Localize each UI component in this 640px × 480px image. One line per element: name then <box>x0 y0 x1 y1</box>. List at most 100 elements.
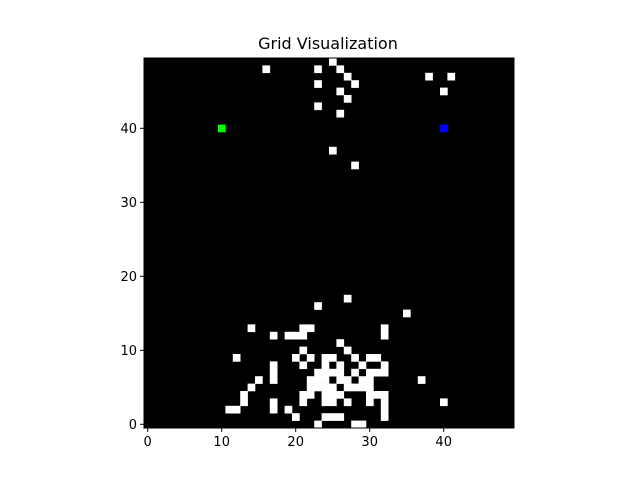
obstacle-cell <box>358 383 367 392</box>
obstacle-cell <box>336 87 345 96</box>
obstacle-cell <box>351 368 359 377</box>
obstacle-cell <box>329 368 337 377</box>
obstacle-cell <box>292 413 300 421</box>
x-tick-label: 20 <box>287 435 304 450</box>
obstacle-cell <box>314 65 322 74</box>
obstacle-cell <box>240 391 248 399</box>
obstacle-cell <box>314 383 322 392</box>
obstacle-cell <box>343 72 352 81</box>
obstacle-cell <box>269 331 278 340</box>
obstacle-cell <box>240 398 248 407</box>
obstacle-cell <box>343 383 352 392</box>
chart-title: Grid Visualization <box>258 34 398 53</box>
y-tick-label: 20 <box>120 270 137 285</box>
x-tick-label: 10 <box>213 435 230 450</box>
obstacle-cell <box>366 391 374 399</box>
y-axis: 0 10 20 30 40 <box>120 122 144 433</box>
obstacle-cell <box>417 376 426 384</box>
obstacle-cell <box>343 95 352 103</box>
obstacle-cell <box>321 361 330 370</box>
obstacle-cell <box>299 331 308 340</box>
obstacle-cell <box>447 72 456 81</box>
obstacle-cell <box>306 383 315 392</box>
obstacle-cell <box>269 398 278 407</box>
obstacle-cell <box>269 405 278 414</box>
obstacle-cell <box>232 354 241 362</box>
obstacle-cell <box>329 391 337 399</box>
obstacle-cell <box>321 383 330 392</box>
obstacle-cell <box>351 383 359 392</box>
obstacle-cell <box>343 398 352 407</box>
obstacle-cell <box>321 413 330 421</box>
y-tick-label: 0 <box>129 418 137 433</box>
obstacle-cell <box>284 405 293 414</box>
obstacle-cell <box>336 391 345 399</box>
obstacle-cell <box>351 354 359 362</box>
x-tick-label: 0 <box>144 435 152 450</box>
obstacle-cell <box>321 368 330 377</box>
obstacle-cell <box>380 331 389 340</box>
obstacle-cell <box>366 368 374 377</box>
obstacle-cell <box>299 324 308 333</box>
obstacle-cell <box>358 420 367 429</box>
plot-area <box>143 57 515 429</box>
obstacle-cell <box>351 161 359 170</box>
obstacle-cell <box>269 376 278 384</box>
obstacle-cell <box>329 398 337 407</box>
obstacle-cell <box>373 354 382 362</box>
obstacle-cell <box>232 405 241 414</box>
x-axis: 0 10 20 30 40 <box>144 428 452 450</box>
obstacle-cell <box>336 361 345 370</box>
plot-frame <box>143 57 515 429</box>
start-cell <box>218 124 226 133</box>
obstacle-cell <box>366 398 374 407</box>
obstacle-cell <box>321 354 330 362</box>
obstacle-cell <box>329 383 337 392</box>
y-tick-label: 30 <box>120 196 137 211</box>
obstacle-cell <box>343 294 352 303</box>
obstacle-cell <box>247 383 256 392</box>
obstacle-cell <box>269 361 278 370</box>
obstacle-cell <box>314 376 322 384</box>
obstacle-cell <box>336 109 345 118</box>
obstacle-cell <box>329 58 337 66</box>
obstacle-cell <box>366 383 374 392</box>
x-tick-label: 40 <box>435 435 452 450</box>
obstacle-cell <box>292 331 300 340</box>
obstacle-cell <box>314 102 322 111</box>
obstacle-cell <box>306 354 315 362</box>
obstacle-cell <box>366 354 374 362</box>
obstacle-cell <box>262 65 271 74</box>
obstacle-cell <box>380 324 389 333</box>
obstacle-cell <box>380 368 389 377</box>
obstacle-cell <box>299 346 308 355</box>
obstacle-cell <box>225 405 234 414</box>
obstacle-cell <box>380 398 389 407</box>
obstacle-cell <box>366 376 374 384</box>
obstacle-cell <box>329 354 337 362</box>
obstacle-cell <box>321 376 330 384</box>
obstacle-cell <box>336 65 345 74</box>
obstacle-cell <box>380 391 389 399</box>
obstacle-cell <box>299 398 308 407</box>
obstacle-cell <box>403 309 411 318</box>
obstacle-cell <box>247 324 256 333</box>
obstacle-cell <box>351 80 359 88</box>
obstacle-cell <box>336 368 345 377</box>
obstacle-cell <box>255 376 263 384</box>
obstacle-cell <box>314 420 322 429</box>
obstacle-cell <box>440 398 448 407</box>
obstacle-cell <box>299 391 308 399</box>
y-tick-label: 10 <box>120 344 137 359</box>
obstacle-cell <box>373 368 382 377</box>
obstacle-cell <box>380 413 389 421</box>
obstacle-cell <box>380 405 389 414</box>
obstacle-cell <box>321 391 330 399</box>
obstacle-cell <box>351 420 359 429</box>
obstacle-cell <box>299 361 308 370</box>
obstacle-cell <box>329 413 337 421</box>
y-tick-label: 40 <box>120 122 137 137</box>
obstacle-cell <box>440 87 448 96</box>
obstacle-cell <box>373 391 382 399</box>
obstacle-cell <box>306 376 315 384</box>
